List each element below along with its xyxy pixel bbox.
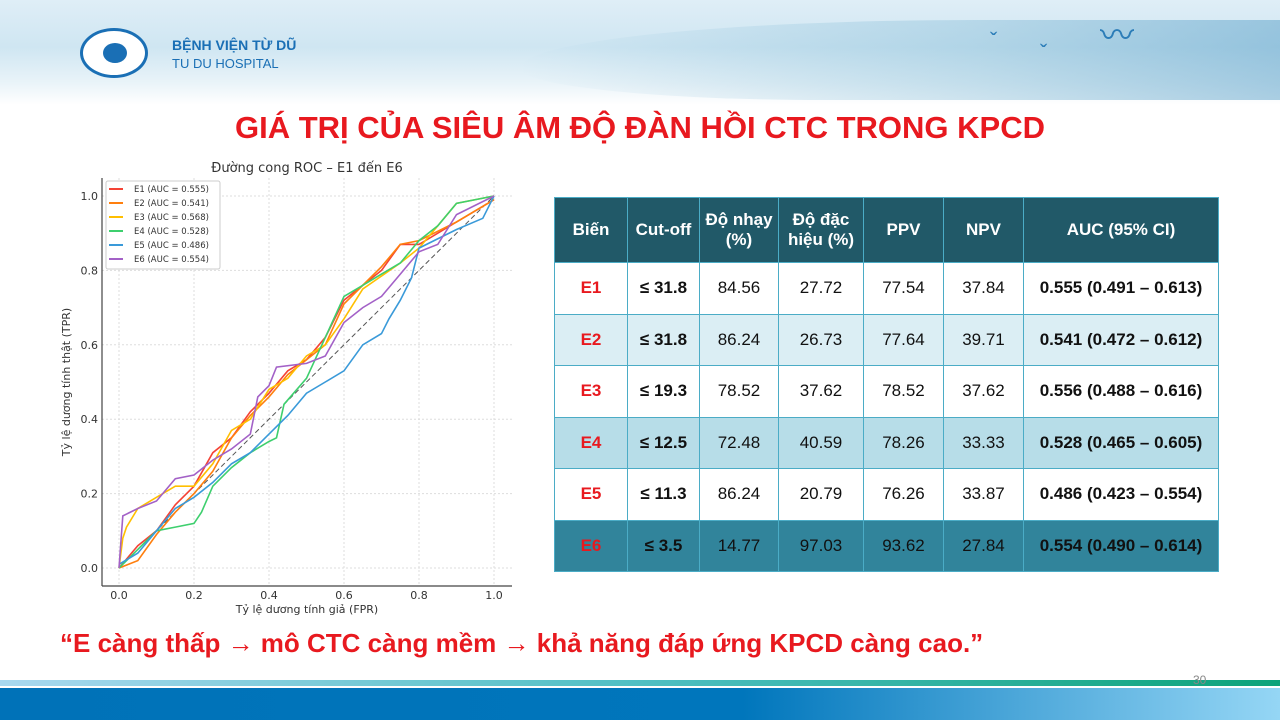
y-tick-label: 1.0 bbox=[81, 190, 99, 203]
roc-chart: 0.0 0.0 0.2 0.2 0.4 0.4 0.6 0.6 0.8 0.8 1.0 1.0 Đườn… bbox=[60, 161, 512, 616]
col-header: Cut-off bbox=[627, 197, 700, 263]
table-cell: 27.72 bbox=[778, 262, 864, 315]
table-cell: 72.48 bbox=[699, 416, 779, 469]
results-table: Biến Cut-off Độ nhạy (%) Độ đặc hiệu (%)… bbox=[554, 197, 1219, 572]
table-cell: 93.62 bbox=[863, 519, 944, 572]
table-cell: 78.26 bbox=[863, 416, 944, 469]
table-cell: 0.556 (0.488 – 0.616) bbox=[1023, 365, 1219, 418]
header-banner: 〰 ˇ ˇ bbox=[0, 0, 1280, 105]
table-cell: E2 bbox=[554, 313, 628, 366]
legend-label: E5 (AUC = 0.486) bbox=[134, 241, 209, 251]
table-cell: 0.541 (0.472 – 0.612) bbox=[1023, 313, 1219, 366]
conclusion-quote: “E càng thấp → mô CTC càng mềm → khả năn… bbox=[60, 628, 984, 658]
y-axis-label: Tỷ lệ dương tính thật (TPR) bbox=[60, 308, 73, 457]
y-tick-label: 0.8 bbox=[81, 264, 99, 277]
table-cell: 77.54 bbox=[863, 262, 944, 315]
chart-title: Đường cong ROC – E1 đến E6 bbox=[211, 161, 402, 176]
table-cell: 26.73 bbox=[778, 313, 864, 366]
table-cell: ≤ 31.8 bbox=[627, 262, 700, 315]
table-cell: ≤ 12.5 bbox=[627, 416, 700, 469]
y-tick-label: 0.6 bbox=[81, 339, 99, 352]
legend-label: E6 (AUC = 0.554) bbox=[134, 255, 209, 265]
table-cell: 78.52 bbox=[863, 365, 944, 418]
legend-label: E4 (AUC = 0.528) bbox=[134, 227, 209, 237]
col-header: AUC (95% CI) bbox=[1023, 197, 1219, 263]
legend-label: E2 (AUC = 0.541) bbox=[134, 199, 209, 209]
table-cell: 78.52 bbox=[699, 365, 779, 418]
table-row: E3 ≤ 19.3 78.52 37.62 78.52 37.62 0.556 (0.488… bbox=[554, 365, 1219, 418]
table-row: E2 ≤ 31.8 86.24 26.73 77.64 39.71 0.541 (0.472… bbox=[554, 313, 1219, 366]
col-header: PPV bbox=[863, 197, 944, 263]
table-cell: 86.24 bbox=[699, 468, 779, 521]
footer-band bbox=[0, 688, 1280, 720]
col-header: Độ nhạy (%) bbox=[699, 197, 779, 263]
x-tick-label: 0.2 bbox=[185, 589, 203, 602]
table-cell: 27.84 bbox=[943, 519, 1024, 572]
table-cell: 97.03 bbox=[778, 519, 864, 572]
legend-box bbox=[105, 180, 221, 270]
table-cell: ≤ 3.5 bbox=[627, 519, 700, 572]
page-number: 30 bbox=[1193, 673, 1207, 687]
roc-curve-6 bbox=[118, 195, 495, 569]
col-header: Độ đặc hiệu (%) bbox=[778, 197, 864, 263]
table-cell: E5 bbox=[554, 468, 628, 521]
table-cell: ≤ 31.8 bbox=[627, 313, 700, 366]
table-cell: 33.33 bbox=[943, 416, 1024, 469]
hospital-name: BỆNH VIỆN TỪ DŨ bbox=[172, 37, 297, 53]
footer-stripe bbox=[0, 680, 1280, 686]
table-cell: E6 bbox=[554, 519, 628, 572]
table-row: E5 ≤ 11.3 86.24 20.79 76.26 33.87 0.486 (0.423… bbox=[554, 468, 1219, 521]
slide-title: GIÁ TRỊ CỦA SIÊU ÂM ĐỘ ĐÀN HỒI CTC TRONG… bbox=[234, 110, 1045, 145]
x-tick-label: 0.4 bbox=[260, 589, 278, 602]
table-cell: 0.555 (0.491 – 0.613) bbox=[1023, 262, 1219, 315]
table-cell: 20.79 bbox=[778, 468, 864, 521]
roc-curve-4 bbox=[118, 195, 495, 569]
table-cell: 0.528 (0.465 – 0.605) bbox=[1023, 416, 1219, 469]
sea-decoration bbox=[520, 20, 1280, 100]
table-cell: 40.59 bbox=[778, 416, 864, 469]
table-cell: 0.554 (0.490 – 0.614) bbox=[1023, 519, 1219, 572]
roc-curve-5 bbox=[118, 195, 495, 565]
x-tick-label: 0.0 bbox=[110, 589, 128, 602]
table-cell: 37.84 bbox=[943, 262, 1024, 315]
table-cell: ≤ 19.3 bbox=[627, 365, 700, 418]
x-tick-label: 0.8 bbox=[410, 589, 428, 602]
table-cell: 39.71 bbox=[943, 313, 1024, 366]
y-tick-label: 0.4 bbox=[81, 413, 99, 426]
y-tick-label: 0.0 bbox=[81, 562, 99, 575]
x-tick-label: 1.0 bbox=[485, 589, 503, 602]
table-row: E4 ≤ 12.5 72.48 40.59 78.26 33.33 0.528 (0.465… bbox=[554, 416, 1219, 469]
table-header-row: Biến Cut-off Độ nhạy (%) Độ đặc hiệu (%)… bbox=[554, 197, 1219, 263]
x-tick-label: 0.6 bbox=[335, 589, 353, 602]
table-cell: 37.62 bbox=[943, 365, 1024, 418]
legend-label: E3 (AUC = 0.568) bbox=[134, 213, 209, 223]
table-cell: 37.62 bbox=[778, 365, 864, 418]
x-axis-label: Tỷ lệ dương tính giả (FPR) bbox=[235, 603, 378, 616]
table-cell: E4 bbox=[554, 416, 628, 469]
table-cell: 86.24 bbox=[699, 313, 779, 366]
col-header: Biến bbox=[554, 197, 628, 263]
table-row: E1 ≤ 31.8 84.56 27.72 77.54 37.84 0.555 (0.491… bbox=[554, 262, 1219, 315]
y-tick-label: 0.2 bbox=[81, 488, 99, 501]
table-cell: 33.87 bbox=[943, 468, 1024, 521]
roc-curve-3 bbox=[118, 195, 495, 569]
hospital-name-en: TU DU HOSPITAL bbox=[172, 56, 279, 71]
table-cell: 77.64 bbox=[863, 313, 944, 366]
table-cell: E3 bbox=[554, 365, 628, 418]
table-cell: 0.486 (0.423 – 0.554) bbox=[1023, 468, 1219, 521]
col-header: NPV bbox=[943, 197, 1024, 263]
roc-curve-2 bbox=[118, 199, 495, 569]
table-cell: 14.77 bbox=[699, 519, 779, 572]
bird-icon: 〰 bbox=[1100, 17, 1134, 55]
table-cell: 76.26 bbox=[863, 468, 944, 521]
bird-icon: ˇ bbox=[990, 28, 998, 53]
bird-icon: ˇ bbox=[1040, 40, 1048, 65]
table-row: E6 ≤ 3.5 14.77 97.03 93.62 27.84 0.554 (0.490 … bbox=[554, 519, 1219, 572]
legend-label: E1 (AUC = 0.555) bbox=[134, 185, 209, 195]
table-cell: ≤ 11.3 bbox=[627, 468, 700, 521]
table-cell: E1 bbox=[554, 262, 628, 315]
table-cell: 84.56 bbox=[699, 262, 779, 315]
hospital-logo bbox=[80, 28, 148, 78]
